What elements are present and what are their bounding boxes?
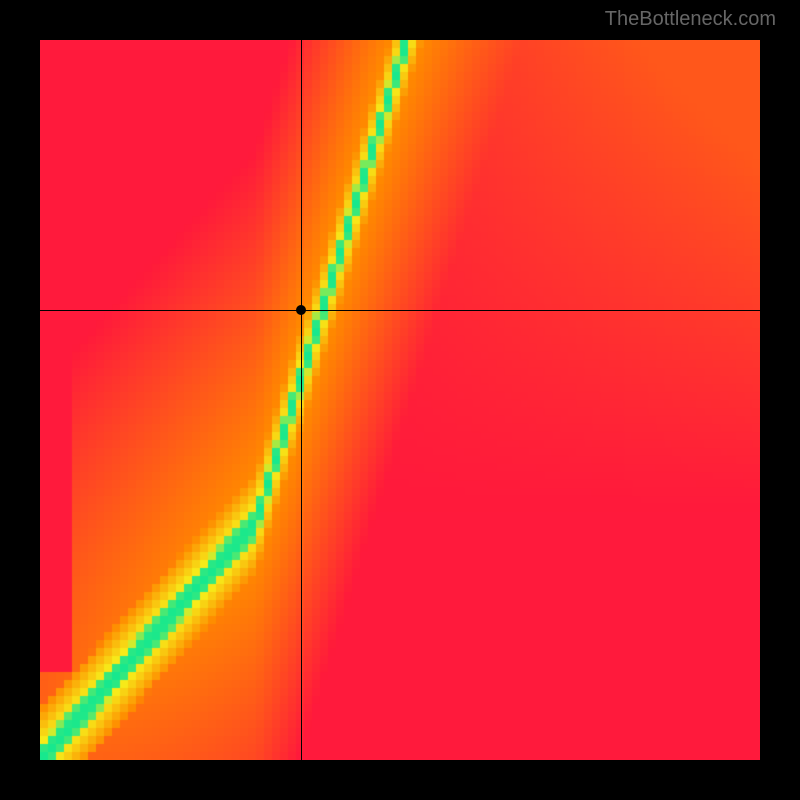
- chart-root: TheBottleneck.com: [0, 0, 800, 800]
- crosshair-horizontal: [40, 310, 760, 311]
- heatmap-canvas: [40, 40, 760, 760]
- crosshair-vertical: [301, 40, 302, 760]
- watermark: TheBottleneck.com: [605, 8, 776, 31]
- crosshair-marker: [296, 305, 306, 315]
- heatmap-plot: [40, 40, 760, 760]
